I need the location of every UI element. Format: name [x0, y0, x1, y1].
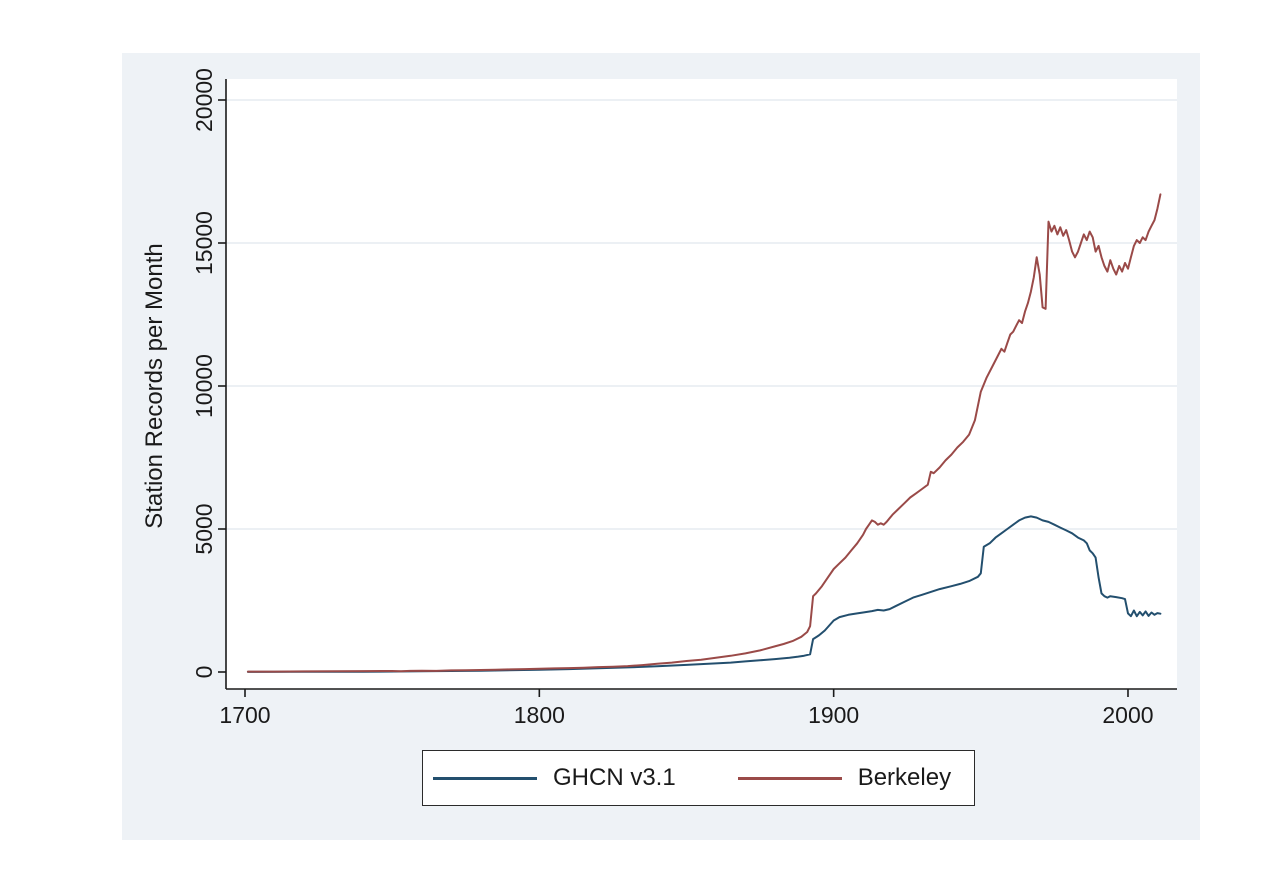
y-tick-label: 5000 [191, 503, 217, 554]
legend-item-berkeley: Berkeley [737, 764, 952, 792]
y-tick-label: 10000 [191, 354, 217, 418]
legend-label-ghcn: GHCN v3.1 [553, 764, 676, 791]
x-tick-label: 1700 [219, 702, 270, 728]
y-tick-label: 0 [191, 666, 217, 679]
series-line-ghcn-v3-1 [246, 515, 1162, 673]
ghcn-line-sample [433, 776, 537, 780]
y-tick-label: 20000 [191, 68, 217, 132]
x-tick-label: 1900 [808, 702, 859, 728]
y-tick-label: 15000 [191, 211, 217, 275]
legend-item-ghcn: GHCN v3.1 [433, 764, 676, 792]
y-axis-title: Station Records per Month [141, 243, 168, 529]
plot-area: 0 5000 10000 15000 20000 1700 1800 1900 2000 [191, 68, 1177, 728]
plot-background [226, 79, 1177, 689]
chart-figure: 0 5000 10000 15000 20000 1700 1800 1900 2000 Sta… [122, 53, 1200, 840]
legend: GHCN v3.1 Berkeley [422, 750, 975, 806]
series-line-berkeley [246, 193, 1162, 673]
legend-label-berkeley: Berkeley [857, 764, 952, 791]
berkeley-line-sample [737, 776, 842, 780]
x-tick-label: 2000 [1102, 702, 1153, 728]
x-tick-label: 1800 [514, 702, 565, 728]
